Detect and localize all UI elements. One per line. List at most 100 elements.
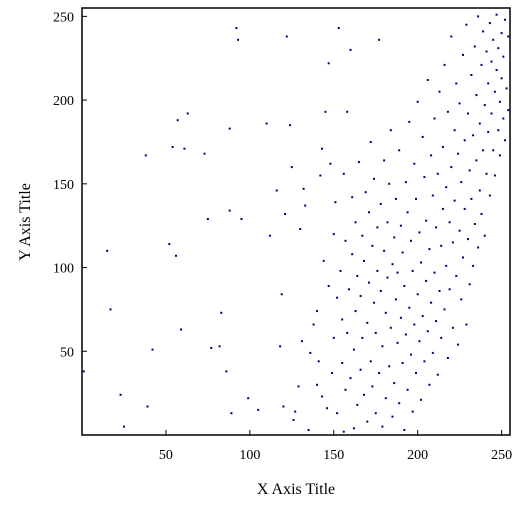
data-point (440, 244, 443, 247)
data-point (475, 159, 478, 162)
data-point (463, 139, 466, 142)
data-point (383, 249, 386, 252)
data-point (327, 285, 330, 287)
data-point (168, 243, 171, 246)
data-point (361, 234, 364, 237)
data-point (488, 194, 491, 197)
data-point (289, 124, 292, 127)
data-point (257, 408, 260, 411)
data-point (336, 412, 339, 415)
data-point (302, 187, 305, 190)
data-point (228, 209, 231, 212)
data-point (406, 211, 409, 214)
data-point (502, 55, 505, 58)
data-point (300, 340, 303, 343)
data-point (441, 207, 444, 210)
x-axis-ticks: 50 100 150 200 250 (159, 430, 512, 463)
data-point (363, 393, 365, 396)
data-point (482, 149, 485, 152)
data-point (299, 228, 302, 230)
data-point (336, 296, 339, 299)
data-point (341, 362, 344, 364)
data-point (384, 397, 387, 400)
data-point (492, 149, 495, 152)
data-point (379, 290, 382, 292)
data-point (504, 139, 506, 142)
data-point (493, 174, 496, 177)
data-point (282, 405, 285, 408)
data-point (441, 146, 444, 148)
data-point (386, 276, 389, 279)
data-point (359, 368, 362, 371)
data-point (321, 147, 323, 150)
data-point (468, 283, 471, 286)
data-point (408, 120, 411, 123)
data-point (403, 429, 406, 431)
data-point (206, 218, 209, 220)
data-point (483, 234, 486, 237)
data-point (431, 194, 434, 197)
data-point (428, 248, 431, 251)
x-tick-label: 150 (323, 448, 344, 463)
data-point (438, 90, 441, 93)
data-point (446, 110, 449, 113)
data-point (324, 110, 327, 113)
data-point (428, 383, 431, 386)
data-point (309, 351, 312, 354)
data-point (374, 412, 377, 415)
data-point (505, 87, 508, 90)
data-point (470, 74, 473, 76)
data-point (455, 82, 458, 85)
data-point (376, 269, 379, 272)
data-point (144, 154, 147, 157)
data-point (490, 112, 493, 115)
data-point (381, 425, 384, 428)
data-point (507, 109, 510, 112)
data-point (230, 412, 233, 415)
data-point (294, 410, 297, 413)
data-point (389, 129, 392, 132)
data-point (342, 172, 345, 175)
data-point (497, 129, 500, 132)
data-point (284, 213, 287, 215)
data-point (495, 13, 498, 16)
data-point (341, 318, 344, 321)
data-point (292, 418, 295, 421)
data-point (475, 94, 478, 97)
data-point (312, 323, 315, 326)
data-point (453, 199, 456, 202)
data-point (247, 397, 250, 400)
data-point (443, 63, 446, 66)
data-point (458, 102, 461, 105)
data-point (109, 308, 112, 311)
data-point (438, 290, 441, 292)
data-point (498, 100, 501, 103)
data-point (394, 298, 397, 301)
data-point (240, 218, 243, 220)
data-point (386, 221, 389, 224)
data-point (426, 330, 429, 333)
data-point (332, 233, 335, 236)
data-point (498, 154, 501, 157)
data-point (457, 343, 459, 346)
data-point (376, 226, 379, 229)
data-point (354, 310, 357, 313)
data-point (235, 27, 238, 30)
data-point (329, 162, 332, 165)
data-point (393, 236, 396, 239)
data-point (467, 112, 469, 115)
data-point (304, 204, 307, 207)
data-point (356, 403, 359, 406)
data-point (451, 326, 454, 329)
data-point (446, 357, 449, 359)
data-point (344, 239, 347, 242)
data-point (388, 182, 391, 185)
data-point (366, 420, 369, 423)
data-point (430, 154, 433, 157)
data-point (337, 27, 340, 30)
data-point (410, 353, 412, 356)
data-point (326, 407, 329, 410)
data-point (465, 323, 468, 326)
data-point (401, 362, 404, 364)
